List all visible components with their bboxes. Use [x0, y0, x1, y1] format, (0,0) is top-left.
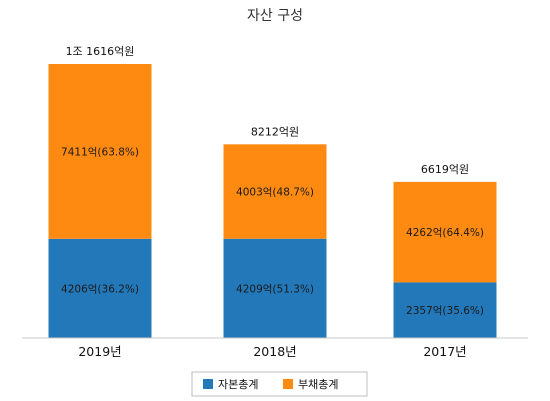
legend-box	[191, 371, 368, 397]
category-label: 2019년	[78, 344, 121, 359]
category-labels: 2019년 2018년 2017년	[78, 344, 466, 359]
bar-total-label: 8212억원	[251, 125, 299, 138]
bar-total-label: 6619억원	[421, 163, 469, 176]
category-label: 2017년	[423, 344, 466, 359]
legend: 자본총계 부채총계	[191, 371, 368, 397]
legend-label-equity: 자본총계	[218, 378, 258, 391]
legend-swatch-equity	[203, 379, 213, 389]
legend-swatch-liabilities	[283, 379, 293, 389]
bar-segment-liabilities	[223, 144, 327, 239]
segment-value-label: 2357억(35.6%)	[406, 305, 484, 317]
bar-segment-liabilities	[48, 64, 152, 239]
legend-label-liabilities: 부채총계	[298, 378, 338, 391]
bar-segment-equity	[48, 238, 152, 338]
segment-value-label: 4003억(48.7%)	[236, 187, 314, 199]
bar-segment-equity	[223, 238, 327, 338]
segment-value-label: 7411억(63.8%)	[61, 146, 139, 158]
category-label: 2018년	[253, 344, 296, 359]
bar-total-label: 1조 1616억원	[66, 45, 135, 58]
bars-group: 4206억(36.2%) 7411억(63.8%) 1조 1616억원 4209억(5…	[48, 45, 497, 338]
segment-value-label: 4209억(51.3%)	[236, 283, 314, 295]
segment-value-label: 4206억(36.2%)	[61, 283, 139, 295]
segment-value-label: 4262억(64.4%)	[406, 227, 484, 239]
bar-segment-liabilities	[393, 181, 497, 283]
chart-title: 자산 구성	[247, 8, 303, 24]
bar-segment-equity	[393, 282, 497, 338]
